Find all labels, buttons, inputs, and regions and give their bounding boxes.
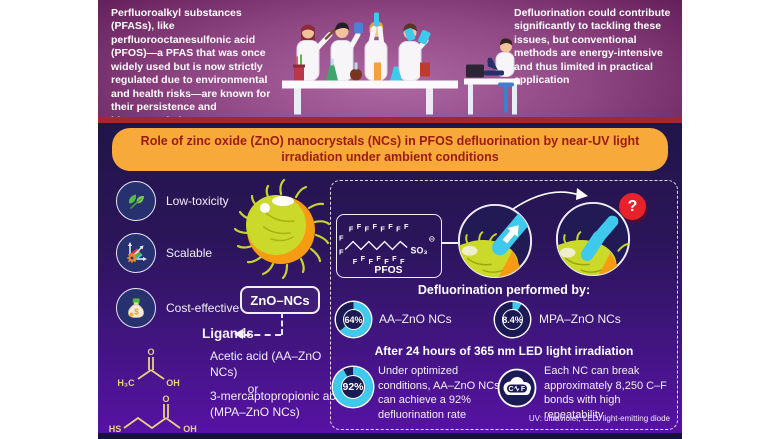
- svg-text:F: F: [339, 247, 344, 256]
- pfos-to-crystal-connector: [441, 242, 458, 244]
- feature-label: Cost-effective: [166, 301, 240, 315]
- pfos-label: PFOS: [374, 265, 402, 276]
- uv-irradiation-view: [457, 203, 533, 279]
- bond-break-text: Each NC can break approximately 8,250 C–…: [544, 365, 667, 421]
- microscope-scientist: [464, 38, 520, 115]
- svg-text:F: F: [388, 222, 393, 231]
- feature-scalable: Scalable: [116, 233, 212, 273]
- donut-aa-zno: 64%: [336, 302, 371, 337]
- dashed-connector-horizontal: [244, 334, 281, 336]
- svg-text:F: F: [349, 225, 354, 234]
- red-divider: [98, 117, 682, 123]
- zno-ncs-label: ZnO–NCs: [240, 286, 320, 314]
- ligands-label: Ligands: [202, 326, 254, 341]
- svg-text:F: F: [372, 222, 377, 231]
- fluorine-letter: F: [521, 386, 526, 393]
- acetic-acid-structure: O H₃C OH: [117, 347, 180, 388]
- dollar-glyph: $: [134, 308, 139, 317]
- intro-text-right: Defluorination could contribute signific…: [514, 7, 671, 87]
- banner-title: Role of zinc oxide (ZnO) nanocrystals (N…: [140, 134, 640, 165]
- dashed-connector-vertical: [281, 312, 283, 335]
- leaf-icon: [116, 181, 156, 221]
- mpa-structure: HS O OH: [109, 394, 197, 434]
- cf-bond-break-icon: C F: [497, 368, 537, 408]
- curved-arrow: [512, 188, 588, 210]
- scientist-figures: [296, 12, 431, 81]
- svg-text:F: F: [396, 225, 401, 234]
- svg-text:F: F: [400, 257, 405, 266]
- svg-text:F: F: [357, 222, 362, 231]
- question-mark: ?: [627, 197, 638, 215]
- lab-bench: [282, 54, 458, 115]
- optimized-conditions-text: Under optimized conditions, AA–ZnO NCs c…: [378, 365, 500, 421]
- question-badge: ?: [619, 193, 646, 220]
- donut-value: 64%: [344, 314, 363, 325]
- feature-label: Scalable: [166, 246, 213, 260]
- donut-aa-zno-label: AA–ZnO NCs: [379, 312, 452, 326]
- irradiation-duration-note: After 24 hours of 365 nm LED light irrad…: [374, 344, 634, 358]
- svg-text:F: F: [339, 234, 344, 243]
- oh-group: OH: [166, 378, 180, 388]
- feature-cost-effective: $ Cost-effective: [116, 288, 239, 328]
- scientists-illustration: [282, 12, 520, 115]
- donut-optimized: 92%: [333, 367, 373, 407]
- negative-charge: ⊖: [428, 235, 435, 244]
- main-section: Role of zinc oxide (ZnO) nanocrystals (N…: [98, 123, 682, 434]
- svg-text:F: F: [361, 254, 366, 263]
- gear-icon: [127, 253, 137, 263]
- oh-group: OH: [183, 424, 197, 434]
- svg-text:F: F: [392, 254, 397, 263]
- bottom-strip: [98, 433, 682, 439]
- ligand1-label: Acetic acid (AA–ZnO NCs): [210, 349, 322, 379]
- title-banner: Role of zinc oxide (ZnO) nanocrystals (N…: [112, 128, 668, 171]
- question-view: [555, 201, 631, 277]
- sulfonate-group: SO₃: [411, 245, 428, 255]
- donut-value: 8.4%: [502, 314, 523, 325]
- feature-low-toxicity: Low-toxicity: [116, 181, 229, 221]
- arrowhead-left: [234, 329, 243, 339]
- abbreviation-footnote: UV: ultraviolet; LED: light-emitting dio…: [528, 414, 670, 423]
- uv-beam: [492, 212, 531, 256]
- svg-text:F: F: [404, 222, 409, 231]
- donut-mpa-zno: 8.4%: [495, 302, 530, 337]
- zno-nanocrystal-illustration: [233, 178, 331, 280]
- zno-ncs-text: ZnO–NCs: [250, 292, 310, 308]
- header-band: Perfluoroalkyl substances (PFASs), like …: [98, 0, 682, 127]
- intro-text-left: Perfluoroalkyl substances (PFASs), like …: [111, 7, 271, 127]
- infographic-content: Perfluoroalkyl substances (PFASs), like …: [98, 0, 682, 439]
- money-bag-icon: $: [116, 288, 156, 328]
- defluorination-heading: Defluorination performed by:: [417, 283, 591, 297]
- feature-label: Low-toxicity: [166, 194, 229, 208]
- h3c-group: H₃C: [117, 378, 135, 388]
- svg-text:F: F: [384, 257, 389, 266]
- o-atom: O: [147, 347, 154, 357]
- hs-group: HS: [109, 424, 122, 434]
- donut-value: 92%: [342, 381, 364, 393]
- donut-mpa-zno-label: MPA–ZnO NCs: [539, 312, 621, 326]
- svg-text:F: F: [353, 257, 358, 266]
- svg-text:F: F: [365, 225, 370, 234]
- o-atom: O: [162, 394, 169, 404]
- or-label: or: [247, 382, 259, 396]
- growth-chart-gear-icon: [116, 233, 156, 273]
- svg-text:F: F: [380, 225, 385, 234]
- carbon-letter: C: [508, 386, 513, 393]
- svg-text:F: F: [369, 257, 374, 266]
- ligand2-label: 3-mercaptopropionic acid (MPA–ZnO NCs): [210, 389, 345, 419]
- bent-beam: [580, 215, 619, 261]
- svg-text:F: F: [376, 254, 381, 263]
